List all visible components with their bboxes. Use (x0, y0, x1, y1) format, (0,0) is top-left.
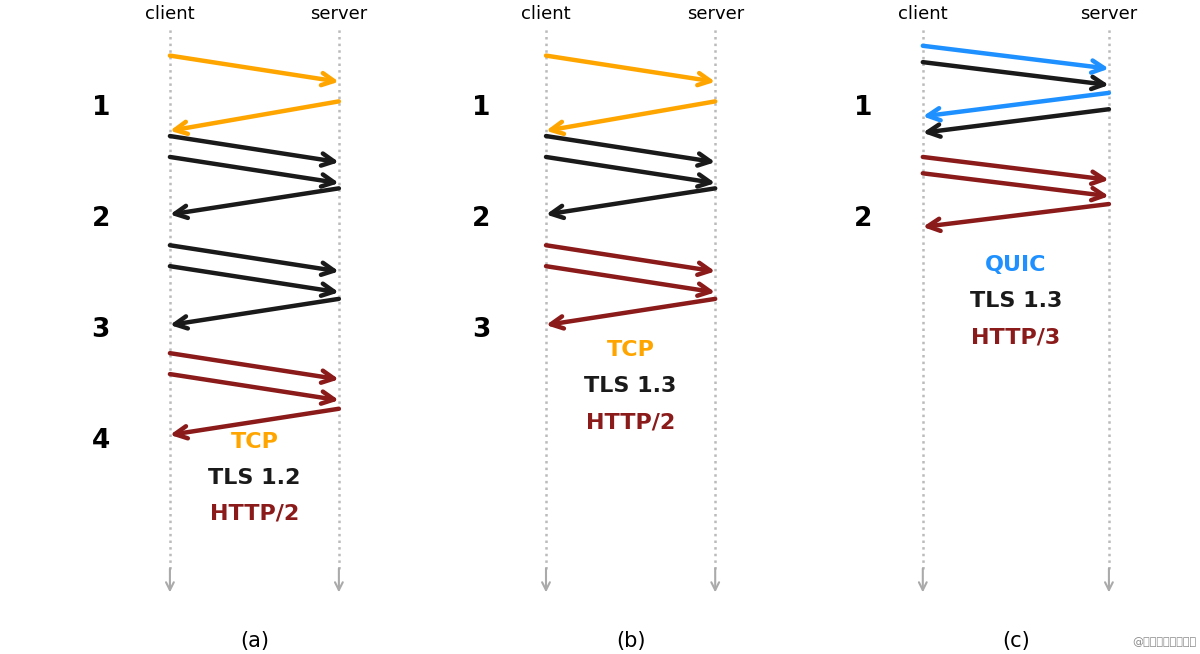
Text: TLS 1.2: TLS 1.2 (209, 468, 300, 488)
Text: @稻土掘金技术社区: @稻土掘金技术社区 (1132, 638, 1196, 647)
Text: client: client (521, 5, 571, 23)
Text: 1: 1 (91, 95, 110, 121)
Text: server: server (686, 5, 744, 23)
Text: (c): (c) (1002, 631, 1030, 651)
Text: TLS 1.3: TLS 1.3 (584, 377, 677, 396)
Text: TCP: TCP (230, 432, 278, 452)
Text: client: client (145, 5, 194, 23)
Text: HTTP/2: HTTP/2 (586, 413, 676, 432)
Text: HTTP/2: HTTP/2 (210, 504, 299, 524)
Text: 2: 2 (854, 206, 872, 232)
Text: (b): (b) (616, 631, 646, 651)
Text: QUIC: QUIC (985, 256, 1046, 275)
Text: 4: 4 (91, 428, 110, 455)
Text: HTTP/3: HTTP/3 (971, 328, 1061, 347)
Text: 2: 2 (91, 206, 110, 232)
Text: server: server (1080, 5, 1138, 23)
Text: 3: 3 (91, 317, 110, 343)
Text: 1: 1 (854, 95, 872, 121)
Text: (a): (a) (240, 631, 269, 651)
Text: 3: 3 (472, 317, 491, 343)
Text: client: client (898, 5, 948, 23)
Text: 1: 1 (472, 95, 491, 121)
Text: TLS 1.3: TLS 1.3 (970, 292, 1062, 311)
Text: TCP: TCP (607, 341, 654, 360)
Text: 2: 2 (472, 206, 491, 232)
Text: server: server (311, 5, 367, 23)
